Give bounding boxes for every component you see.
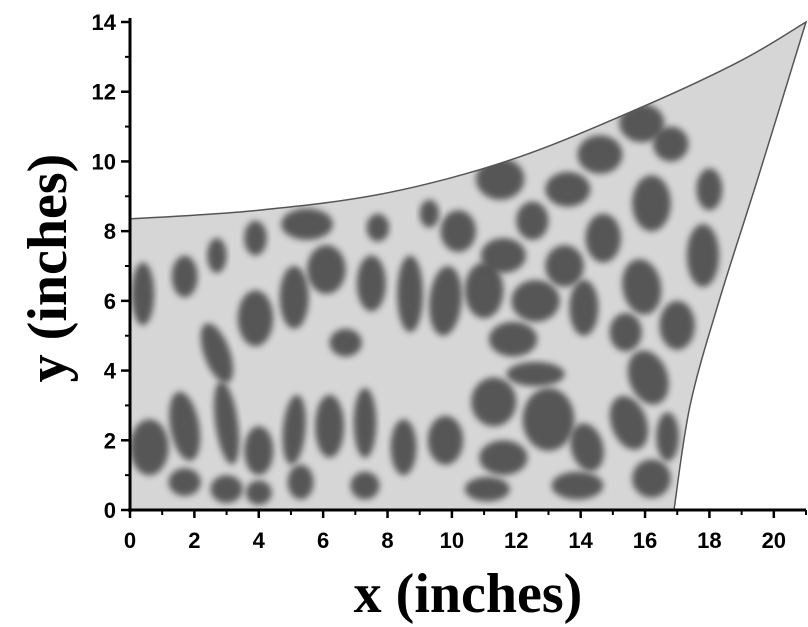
amplitude-blob xyxy=(397,255,423,333)
amplitude-blob xyxy=(622,259,662,315)
amplitude-blob xyxy=(585,213,621,263)
y-tick-label: 2 xyxy=(104,428,116,453)
amplitude-blob xyxy=(506,361,565,387)
amplitude-blob xyxy=(545,171,591,207)
y-tick-label: 4 xyxy=(104,359,117,384)
amplitude-blob xyxy=(210,475,243,503)
amplitude-blob xyxy=(570,423,604,472)
y-axis-title: y (inches) xyxy=(17,154,79,383)
amplitude-blob xyxy=(282,395,306,465)
x-tick-label: 4 xyxy=(253,528,266,553)
amplitude-blob xyxy=(130,419,169,476)
amplitude-blob xyxy=(168,468,201,496)
x-tick-label: 2 xyxy=(188,528,200,553)
amplitude-blob xyxy=(366,213,390,242)
y-tick-label: 0 xyxy=(104,498,116,523)
amplitude-blob xyxy=(244,220,267,256)
x-tick-label: 8 xyxy=(381,528,393,553)
amplitude-blob xyxy=(569,279,599,336)
amplitude-blob xyxy=(619,103,665,143)
amplitude-blob xyxy=(479,440,528,476)
amplitude-blob xyxy=(169,391,201,461)
amplitude-blob xyxy=(609,313,642,352)
amplitude-blob xyxy=(686,224,720,287)
amplitude-blob xyxy=(464,262,504,319)
axes: 0 2 4 6 8 10 12 14 16 18 20 0 2 4 6 8 10 12 14 xyxy=(92,10,807,553)
amplitude-blob xyxy=(237,290,274,347)
x-tick-label: 6 xyxy=(317,528,329,553)
amplitude-blob xyxy=(350,471,380,500)
x-tick-label: 20 xyxy=(762,528,786,553)
amplitude-blob xyxy=(244,426,274,476)
amplitude-blob xyxy=(390,419,417,476)
amplitude-blob xyxy=(609,395,649,450)
amplitude-blob xyxy=(200,323,234,383)
amplitude-blob xyxy=(653,126,689,162)
amplitude-blob xyxy=(627,350,669,405)
amplitude-blob xyxy=(171,255,198,298)
amplitude-blob xyxy=(577,135,623,174)
amplitude-blob xyxy=(307,245,346,294)
amplitude-blob xyxy=(488,321,538,357)
amplitude-pattern xyxy=(130,103,723,505)
amplitude-blob xyxy=(287,464,314,500)
amplitude-blob xyxy=(281,208,333,240)
y-tick-label: 8 xyxy=(104,219,116,244)
y-tick-label: 14 xyxy=(92,10,117,35)
x-tick-label: 12 xyxy=(504,528,528,553)
amplitude-blob xyxy=(429,266,462,336)
amplitude-blob xyxy=(245,480,272,505)
amplitude-blob xyxy=(696,168,723,211)
amplitude-blob xyxy=(419,199,440,228)
x-axis-title: x (inches) xyxy=(354,563,583,625)
amplitude-blob xyxy=(329,328,362,357)
y-tick-label: 6 xyxy=(104,289,116,314)
amplitude-blob xyxy=(480,238,526,273)
amplitude-blob xyxy=(131,262,155,326)
x-tick-label: 18 xyxy=(697,528,721,553)
amplitude-blob xyxy=(471,377,517,427)
amplitude-blob xyxy=(279,266,309,329)
amplitude-blob xyxy=(353,388,377,458)
x-tick-label: 16 xyxy=(633,528,657,553)
amplitude-blob xyxy=(356,255,386,312)
x-tick-label: 0 xyxy=(124,528,136,553)
amplitude-blob xyxy=(440,210,476,253)
amplitude-blob xyxy=(315,394,345,458)
amplitude-blob xyxy=(522,388,575,451)
amplitude-blob xyxy=(427,415,464,465)
amplitude-blob xyxy=(551,471,604,500)
amplitude-blob xyxy=(656,412,679,462)
y-tick-label: 10 xyxy=(92,149,116,174)
amplitude-blob xyxy=(476,158,525,200)
amplitude-blob xyxy=(207,238,227,273)
amplitude-blob xyxy=(516,201,549,240)
amplitude-blob xyxy=(632,459,671,498)
amplitude-blob xyxy=(464,476,510,502)
amplitude-blob xyxy=(213,381,240,465)
x-tick-label: 10 xyxy=(440,528,464,553)
amplitude-blob xyxy=(511,280,560,322)
amplitude-blob xyxy=(632,175,671,232)
domain-outline xyxy=(129,20,808,511)
amplitude-blob xyxy=(659,300,695,350)
x-tick-label: 14 xyxy=(568,528,593,553)
y-tick-label: 12 xyxy=(92,80,116,105)
amplitude-blob xyxy=(545,245,584,287)
